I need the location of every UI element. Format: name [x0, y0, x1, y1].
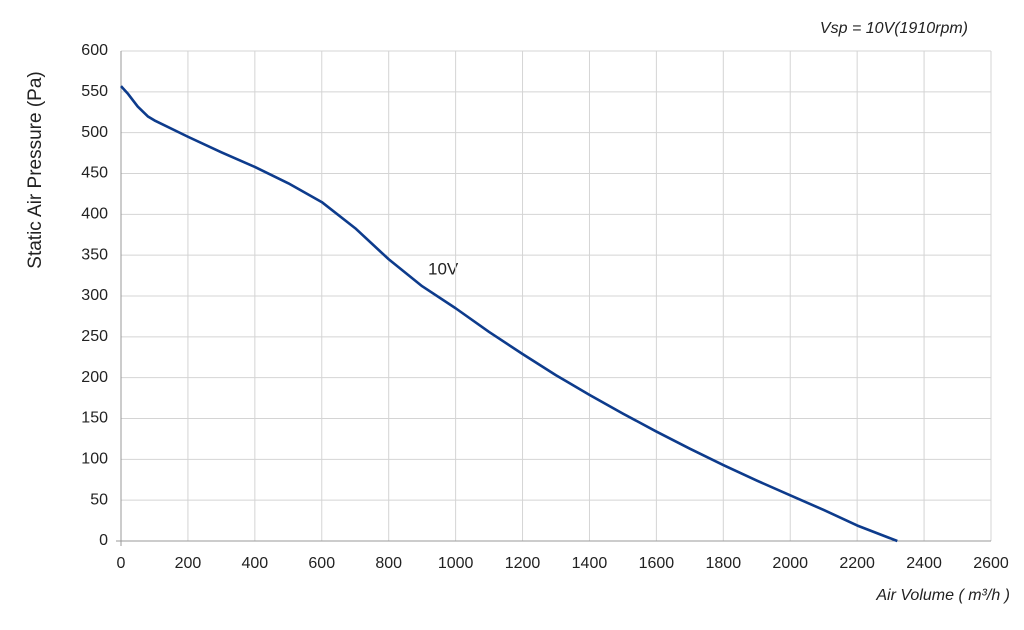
- y-tick-label: 350: [81, 246, 108, 263]
- x-tick-label: 2600: [973, 555, 1009, 572]
- x-tick-label: 400: [241, 555, 268, 572]
- line-series: [120, 85, 898, 543]
- x-tick-label: 1400: [572, 555, 608, 572]
- y-tick-label: 100: [81, 451, 108, 468]
- x-tick-label: 1000: [438, 555, 474, 572]
- series-label: 10V: [428, 259, 459, 278]
- x-tick-label: 200: [175, 555, 202, 572]
- y-tick-label: 200: [81, 369, 108, 386]
- y-tick-label: 600: [81, 42, 108, 59]
- y-tick-label: 450: [81, 165, 108, 182]
- y-tick-label: 550: [81, 83, 108, 100]
- y-axis-label: Static Air Pressure (Pa): [25, 71, 46, 268]
- x-tick-label: 0: [117, 555, 126, 572]
- y-tick-label: 500: [81, 124, 108, 141]
- x-tick-label: 800: [375, 555, 402, 572]
- y-tick-label: 300: [81, 287, 108, 304]
- y-tick-label: 150: [81, 410, 108, 427]
- x-axis-label: Air Volume ( m³/h ): [875, 587, 1010, 604]
- x-tick-label: 1800: [706, 555, 742, 572]
- y-tick-label: 400: [81, 206, 108, 223]
- y-tick-label: 50: [90, 491, 108, 508]
- y-tick-label: 250: [81, 328, 108, 345]
- chart-title: Vsp = 10V(1910rpm): [820, 20, 968, 37]
- x-tick-label: 2000: [772, 555, 808, 572]
- x-tick-label: 1600: [639, 555, 675, 572]
- y-tick-label: 0: [99, 532, 108, 549]
- x-tick-label: 2400: [906, 555, 942, 572]
- x-tick-label: 600: [308, 555, 335, 572]
- x-tick-label: 2200: [839, 555, 875, 572]
- x-tick-label: 1200: [505, 555, 541, 572]
